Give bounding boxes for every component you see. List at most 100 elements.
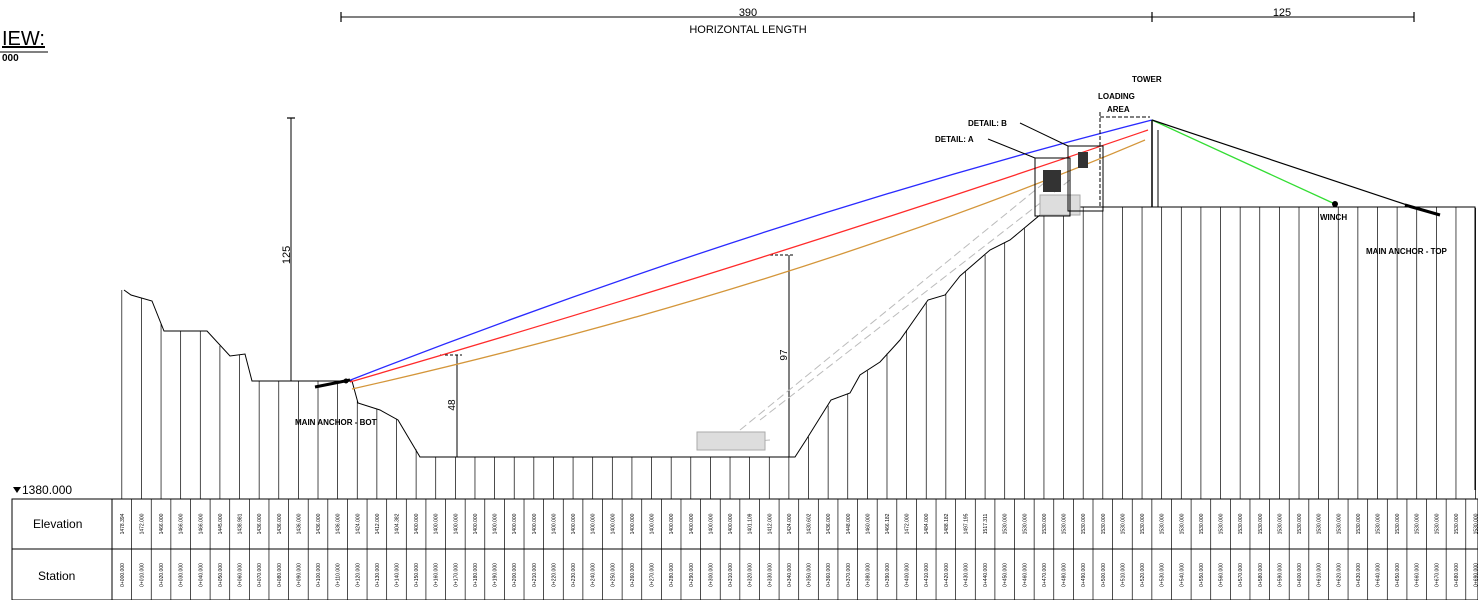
station-cell: 0+110.000 <box>336 563 342 587</box>
elevation-cell: 1530.000 <box>1317 513 1323 534</box>
table-cells: 1478.394 0+000.000 1472.000 0+010.000 1466.0… <box>120 499 1478 600</box>
section-lines <box>121 207 1476 499</box>
anchor-bottom: MAIN ANCHOR - BOT <box>295 378 377 427</box>
elevation-cell: 1400.000 <box>689 513 695 534</box>
station-cell: 0+460.000 <box>1022 563 1028 587</box>
elevation-cell: 1530.000 <box>1160 513 1166 534</box>
station-cell: 0+640.000 <box>1375 563 1381 587</box>
elevation-cell: 1436.000 <box>316 513 322 534</box>
elevation-cell: 1400.000 <box>708 513 714 534</box>
station-cell: 0+610.000 <box>1317 563 1323 587</box>
elevation-cell: 1530.000 <box>1042 513 1048 534</box>
main-back-stay <box>1151 119 1411 207</box>
elevation-cell: 1472.000 <box>905 513 911 534</box>
station-cell: 0+360.000 <box>826 563 832 587</box>
station-cell: 0+180.000 <box>473 563 479 587</box>
station-cell: 0+480.000 <box>1062 563 1068 587</box>
span-right-value: 125 <box>1273 7 1291 19</box>
datum-value: 1380.000 <box>22 483 72 497</box>
detail-markers: DETAIL: B DETAIL: A <box>935 119 1104 217</box>
station-cell: 0+520.000 <box>1140 563 1146 587</box>
elevation-cell: 1436.000 <box>826 513 832 534</box>
elevation-cell: 1466.000 <box>198 513 204 534</box>
span-dimension: 390 HORIZONTAL LENGTH 125 <box>340 7 1415 36</box>
elevation-cell: 1530.000 <box>1277 513 1283 534</box>
station-cell: 0+260.000 <box>630 563 636 587</box>
elevation-cell: 1436.000 <box>277 513 283 534</box>
loading-label-1: LOADING <box>1098 92 1135 101</box>
station-cell: 0+660.000 <box>1415 563 1421 587</box>
station-cell: 0+030.000 <box>179 563 185 587</box>
elevation-cell: 1497.195 <box>963 513 969 534</box>
elevation-cell: 1530.000 <box>1336 513 1342 534</box>
view-title: IEW: <box>2 28 45 50</box>
station-cell: 0+560.000 <box>1219 563 1225 587</box>
datum: 1380.000 <box>13 483 72 497</box>
station-cell: 0+200.000 <box>512 563 518 587</box>
station-cell: 0+600.000 <box>1297 563 1303 587</box>
station-cell: 0+510.000 <box>1120 563 1126 587</box>
winch-marker <box>1332 201 1338 207</box>
elevation-cell: 1530.000 <box>1022 513 1028 534</box>
elevation-cell: 1530.000 <box>1474 513 1478 534</box>
elevation-cell: 1400.000 <box>591 513 597 534</box>
station-cell: 0+450.000 <box>1003 563 1009 587</box>
station-cell: 0+080.000 <box>277 563 283 587</box>
elevation-cell: 1530.000 <box>1101 513 1107 534</box>
elevation-cell: 1400.000 <box>650 513 656 534</box>
station-cell: 0+170.000 <box>453 563 459 587</box>
station-cell: 0+420.000 <box>944 563 950 587</box>
station-cell: 0+270.000 <box>650 563 656 587</box>
height-total-value: 125 <box>281 246 293 264</box>
row-label-elevation: Elevation <box>33 517 82 531</box>
elevation-cell: 1436.000 <box>257 513 263 534</box>
station-cell: 0+350.000 <box>807 563 813 587</box>
anchor-top-label: MAIN ANCHOR - TOP <box>1366 247 1448 256</box>
station-cell: 0+280.000 <box>669 563 675 587</box>
elevation-cell: 1460.000 <box>865 513 871 534</box>
elevation-cell: 1530.000 <box>1454 513 1460 534</box>
elevation-cell: 1400.000 <box>610 513 616 534</box>
station-cell: 0+120.000 <box>355 563 361 587</box>
station-cell: 0+230.000 <box>571 563 577 587</box>
station-cell: 0+050.000 <box>218 563 224 587</box>
station-cell: 0+210.000 <box>532 563 538 587</box>
elevation-cell: 1530.000 <box>1120 513 1126 534</box>
station-cell: 0+500.000 <box>1101 563 1107 587</box>
station-cell: 0+160.000 <box>434 563 440 587</box>
elevation-cell: 1400.000 <box>551 513 557 534</box>
station-cell: 0+590.000 <box>1277 563 1283 587</box>
elevation-cell: 1488.182 <box>944 513 950 534</box>
tower-label: TOWER <box>1132 75 1162 84</box>
anchor-bot-label: MAIN ANCHOR - BOT <box>295 418 377 427</box>
station-cell: 0+000.000 <box>120 563 126 587</box>
guy-line <box>1151 119 1336 205</box>
elevation-cell: 1530.000 <box>1081 513 1087 534</box>
station-cell: 0+540.000 <box>1179 563 1185 587</box>
elevation-cell: 1400.000 <box>473 513 479 534</box>
station-cell: 0+340.000 <box>787 563 793 587</box>
elevation-cell: 1478.394 <box>120 513 126 534</box>
span-main-value: 390 <box>739 7 757 19</box>
cable-mid <box>349 129 1149 383</box>
station-cell: 0+020.000 <box>159 563 165 587</box>
station-cell: 0+090.000 <box>296 563 302 587</box>
elevation-cell: 1472.000 <box>139 513 145 534</box>
station-cell: 0+430.000 <box>963 563 969 587</box>
elevation-cell: 1436.000 <box>336 513 342 534</box>
station-cell: 0+570.000 <box>1238 563 1244 587</box>
elevation-cell: 1530.000 <box>1062 513 1068 534</box>
station-cell: 0+690.000 <box>1474 563 1478 587</box>
station-cell: 0+150.000 <box>414 563 420 587</box>
station-cell: 0+630.000 <box>1356 563 1362 587</box>
station-cell: 0+040.000 <box>198 563 204 587</box>
loading-area: LOADING AREA <box>1098 92 1150 207</box>
station-cell: 0+010.000 <box>139 563 145 587</box>
station-cell: 0+100.000 <box>316 563 322 587</box>
station-cell: 0+680.000 <box>1454 563 1460 587</box>
height-left-value: 48 <box>447 399 458 411</box>
elevation-cell: 1400.000 <box>728 513 734 534</box>
station-cell: 0+330.000 <box>767 563 773 587</box>
elevation-cell: 1530.000 <box>1415 513 1421 534</box>
